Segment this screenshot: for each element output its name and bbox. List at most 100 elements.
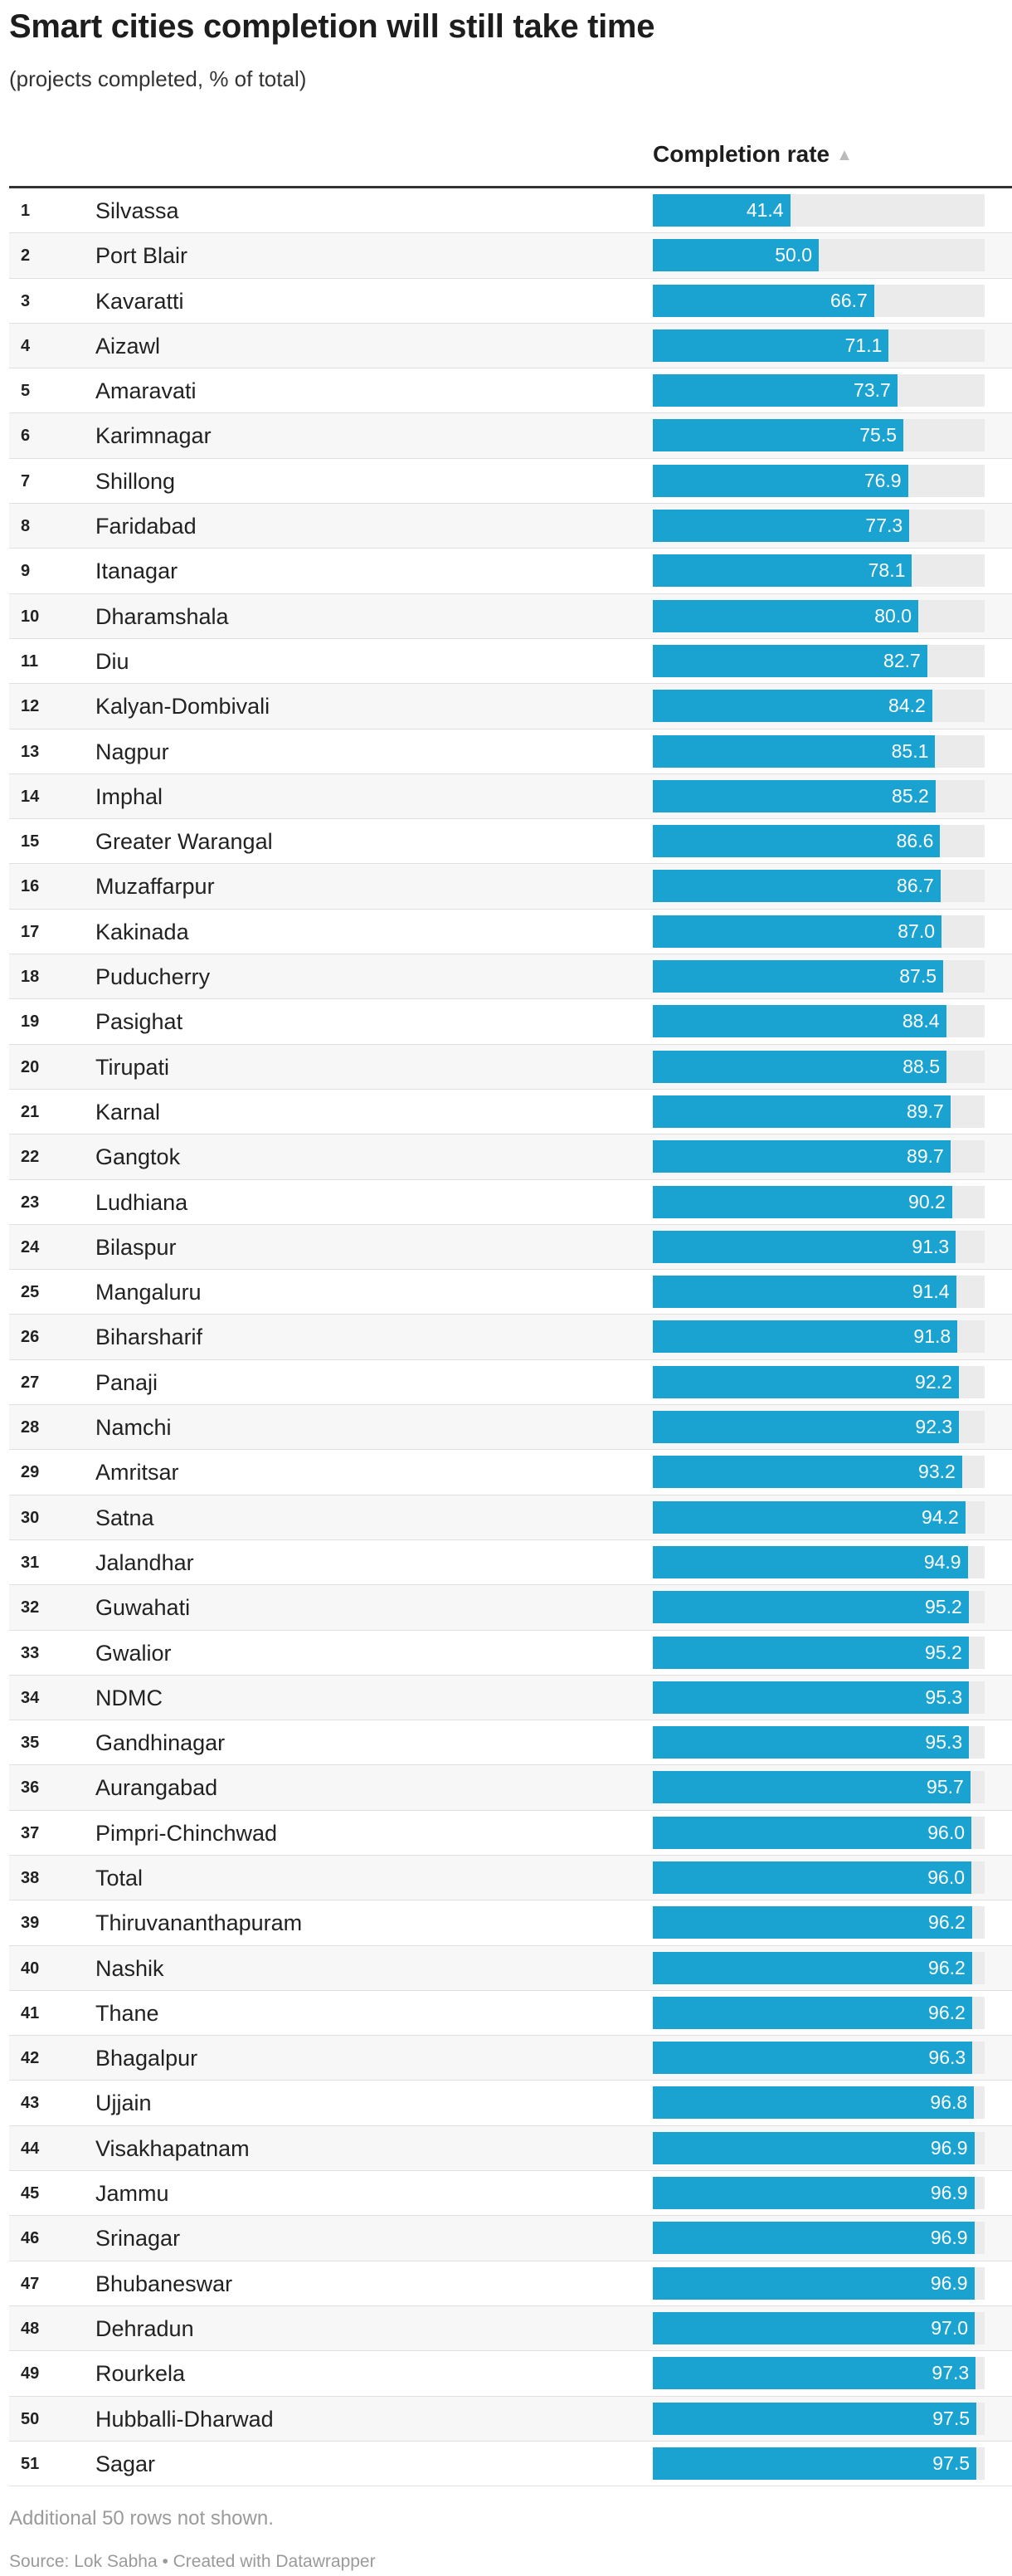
- row-city-name: Ujjain: [95, 2091, 152, 2116]
- bar-track: 85.2: [653, 779, 985, 812]
- bar-track: 91.8: [653, 1320, 985, 1354]
- bar-value-label: 96.9: [930, 2136, 968, 2159]
- table-row: 46 Srinagar 96.9: [9, 2216, 1012, 2261]
- row-city-name: Kavaratti: [95, 288, 184, 314]
- row-city-name: Thane: [95, 2000, 159, 2026]
- completion-bar: 88.4: [653, 1005, 946, 1038]
- bar-track: 97.0: [653, 2311, 985, 2344]
- bar-value-label: 96.8: [930, 2091, 968, 2114]
- table-row: 50 Hubballi-Dharwad 97.5: [9, 2396, 1012, 2442]
- completion-bar: 96.9: [653, 2222, 975, 2255]
- completion-bar: 97.3: [653, 2357, 976, 2390]
- table-row: 35 Gandhinagar 95.3: [9, 1720, 1012, 1766]
- row-rank: 23: [21, 1193, 40, 1212]
- bar-track: 97.5: [653, 2447, 985, 2480]
- bar-track: 86.6: [653, 825, 985, 858]
- row-rank: 32: [21, 1598, 40, 1617]
- sort-ascending-icon[interactable]: ▲: [836, 146, 853, 164]
- bar-value-label: 95.7: [927, 1776, 964, 1798]
- bar-value-label: 85.1: [891, 739, 929, 762]
- table-row: 11 Diu 82.7: [9, 639, 1012, 685]
- column-header-completion-rate[interactable]: Completion rate ▲: [653, 141, 853, 168]
- row-rank: 29: [21, 1463, 40, 1482]
- table-row: 47 Bhubaneswar 96.9: [9, 2261, 1012, 2306]
- bar-value-label: 73.7: [854, 379, 891, 402]
- row-rank: 41: [21, 2003, 40, 2022]
- table-row: 31 Jalandhar 94.9: [9, 1540, 1012, 1586]
- bar-value-label: 92.3: [915, 1416, 953, 1438]
- bar-track: 95.3: [653, 1726, 985, 1759]
- completion-bar: 66.7: [653, 284, 874, 317]
- row-city-name: Shillong: [95, 468, 176, 494]
- bar-value-label: 89.7: [907, 1100, 944, 1122]
- row-rank: 11: [21, 651, 39, 671]
- row-rank: 33: [21, 1643, 40, 1662]
- bar-track: 50.0: [653, 239, 985, 272]
- completion-bar: 50.0: [653, 239, 819, 272]
- row-city-name: Dharamshala: [95, 603, 229, 629]
- bar-value-label: 88.4: [902, 1010, 940, 1032]
- bar-value-label: 66.7: [830, 289, 868, 311]
- bar-value-label: 94.2: [922, 1505, 959, 1528]
- row-rank: 46: [21, 2229, 40, 2248]
- bar-value-label: 94.9: [923, 1550, 961, 1573]
- bar-value-label: 87.0: [898, 920, 935, 942]
- row-city-name: Sagar: [95, 2451, 156, 2476]
- row-rank: 27: [21, 1373, 40, 1392]
- table-row: 49 Rourkela 97.3: [9, 2351, 1012, 2397]
- table-row: 41 Thane 96.2: [9, 1991, 1012, 2037]
- bar-value-label: 86.7: [897, 875, 934, 897]
- row-city-name: Kakinada: [95, 919, 189, 944]
- completion-bar: 96.0: [653, 1861, 971, 1894]
- bar-track: 92.2: [653, 1365, 985, 1398]
- table-row: 30 Satna 94.2: [9, 1495, 1012, 1540]
- bar-track: 89.7: [653, 1095, 985, 1128]
- row-rank: 50: [21, 2409, 40, 2428]
- bar-track: 91.3: [653, 1230, 985, 1263]
- row-city-name: Greater Warangal: [95, 829, 273, 855]
- bar-track: 93.2: [653, 1456, 985, 1489]
- bar-track: 96.8: [653, 2086, 985, 2120]
- row-rank: 38: [21, 1868, 40, 1887]
- bar-value-label: 93.2: [918, 1461, 956, 1483]
- completion-bar: 90.2: [653, 1185, 952, 1218]
- completion-bar: 77.3: [653, 510, 910, 543]
- completion-bar: 91.3: [653, 1230, 956, 1263]
- completion-bar: 71.1: [653, 329, 889, 362]
- table-row: 10 Dharamshala 80.0: [9, 593, 1012, 639]
- row-city-name: Amaravati: [95, 378, 197, 404]
- bar-track: 96.2: [653, 1906, 985, 1939]
- bar-value-label: 91.3: [912, 1235, 950, 1257]
- bar-track: 95.3: [653, 1681, 985, 1714]
- row-city-name: Gandhinagar: [95, 1730, 226, 1756]
- row-rank: 19: [21, 1012, 40, 1032]
- completion-bar: 80.0: [653, 599, 918, 632]
- rows-not-shown-note: Additional 50 rows not shown.: [9, 2507, 274, 2530]
- bar-value-label: 84.2: [888, 695, 926, 717]
- table-row: 20 Tirupati 88.5: [9, 1044, 1012, 1090]
- row-rank: 24: [21, 1237, 40, 1256]
- bar-value-label: 96.9: [930, 2182, 968, 2204]
- bar-track: 78.1: [653, 554, 985, 588]
- table-row: 21 Karnal 89.7: [9, 1090, 1012, 1135]
- row-rank: 15: [21, 832, 40, 851]
- bar-track: 96.2: [653, 1951, 985, 1984]
- completion-bar: 97.5: [653, 2402, 976, 2435]
- completion-bar: 89.7: [653, 1140, 951, 1173]
- bar-track: 96.0: [653, 1816, 985, 1849]
- completion-bar: 85.1: [653, 734, 936, 768]
- completion-bar: 82.7: [653, 644, 927, 677]
- row-city-name: Biharsharif: [95, 1325, 203, 1350]
- row-city-name: Guwahati: [95, 1595, 191, 1621]
- bar-value-label: 95.2: [925, 1596, 962, 1618]
- completion-bar: 84.2: [653, 690, 932, 723]
- completion-bar: 96.9: [653, 2177, 975, 2210]
- completion-bar: 92.2: [653, 1365, 959, 1398]
- row-city-name: Thiruvananthapuram: [95, 1910, 303, 1936]
- bar-value-label: 95.2: [925, 1641, 962, 1663]
- table-row: 37 Pimpri-Chinchwad 96.0: [9, 1811, 1012, 1856]
- row-rank: 4: [21, 336, 31, 355]
- row-rank: 18: [21, 968, 40, 987]
- completion-bar: 88.5: [653, 1050, 946, 1083]
- completion-bar: 91.8: [653, 1320, 958, 1354]
